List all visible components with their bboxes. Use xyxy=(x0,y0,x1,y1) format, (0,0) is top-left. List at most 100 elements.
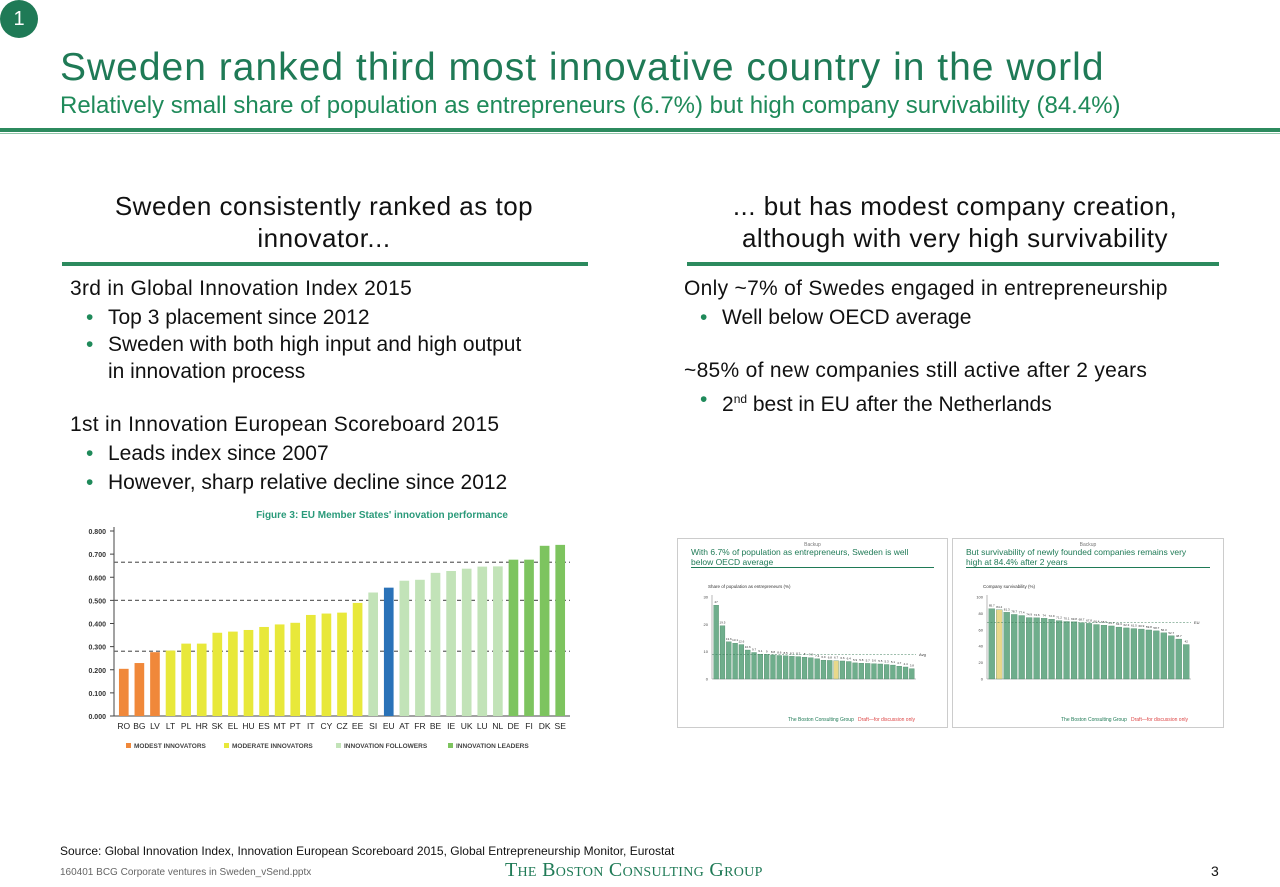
x-tick-label: IE xyxy=(447,721,455,731)
x-tick-label: BG xyxy=(133,721,145,731)
mini-data-label: 62.3 xyxy=(1123,623,1129,627)
bar-ES xyxy=(259,626,269,716)
survivability-bar-chart: Company survivability (%) 0 20 40 60 80 100 85.… xyxy=(976,584,1199,682)
mini-data-label: 48.7 xyxy=(1176,634,1182,638)
bullet-icon: • xyxy=(86,471,94,494)
mini-reference-label: Avg xyxy=(919,652,926,657)
list-item: • Leads index since 2007 xyxy=(86,442,329,465)
mini-y-label: Company survivability (%) xyxy=(983,584,1036,589)
list-item: • However, sharp relative decline since 2… xyxy=(86,471,508,494)
backup-tag: Backup xyxy=(804,542,821,548)
mini-data-label: 5.7 xyxy=(866,658,871,662)
x-tick-label: LU xyxy=(477,721,488,731)
mini-y-tick-label: 40 xyxy=(979,644,984,649)
mini-data-label: 42 xyxy=(1185,640,1189,644)
list-item: • Top 3 placement since 2012 xyxy=(86,306,370,329)
mini-data-label: 6.4 xyxy=(847,657,852,661)
mini-data-label: 60.9 xyxy=(1138,624,1144,628)
entrepreneurs-mini-slide: Backup With 6.7% of population as entrep… xyxy=(677,538,948,728)
x-tick-label: LT xyxy=(166,721,175,731)
y-tick-label: 0.500 xyxy=(88,598,106,605)
mini-bar xyxy=(890,664,896,680)
mini-data-label: 7.8 xyxy=(809,653,814,657)
legend-label: MODERATE INNOVATORS xyxy=(232,743,313,750)
mini-bar xyxy=(713,605,719,680)
page-number: 3 xyxy=(1211,863,1219,879)
legend-label: INNOVATION LEADERS xyxy=(456,743,529,750)
bar-SE xyxy=(555,544,566,716)
mini-bar xyxy=(883,664,890,680)
right-heading-rule xyxy=(687,262,1219,266)
bar-IE xyxy=(446,571,456,716)
mini-data-label: 61.5 xyxy=(1131,624,1137,628)
right-text-block: Only ~7% of Swedes engaged in entreprene… xyxy=(684,277,1264,418)
bullet-icon: • xyxy=(700,388,708,411)
page-subtitle: Relatively small share of population as … xyxy=(60,92,1121,119)
legend-label: INNOVATION FOLLOWERS xyxy=(344,743,428,750)
mini-data-label: 5.5 xyxy=(878,659,883,663)
bar-IT xyxy=(305,614,316,716)
left-heading-line2: innovator... xyxy=(257,223,391,253)
mini-y-tick-label: 100 xyxy=(976,595,983,600)
mini-data-label: 78.7 xyxy=(1011,609,1017,613)
backup-tag: Backup xyxy=(1079,542,1097,548)
mini-bar xyxy=(764,654,770,680)
mini-bar xyxy=(782,655,789,680)
mini-data-label: 8.5 xyxy=(784,651,789,655)
mini-bar xyxy=(1063,621,1070,680)
mini-bar xyxy=(795,656,801,680)
mini-bar xyxy=(1003,612,1010,680)
bar-DE xyxy=(508,559,519,716)
bar-BG xyxy=(134,663,145,716)
x-tick-label: CZ xyxy=(336,721,347,731)
mini-data-label: 71.2 xyxy=(1056,616,1062,620)
mini-y-tick-label: 20 xyxy=(704,622,709,627)
mini-data-label: 3.8 xyxy=(910,664,915,668)
mini-footer-draft: Draft—for discussion only xyxy=(1131,717,1188,723)
x-tick-label: RO xyxy=(117,721,130,731)
mini-data-label: 13.6 xyxy=(726,637,732,641)
mini-bar xyxy=(1033,617,1040,680)
ies-rank-title: 1st in Innovation European Scoreboard 20… xyxy=(70,413,500,436)
mini-data-label: 77.4 xyxy=(1019,611,1025,615)
mini-data-label: 5.8 xyxy=(859,658,864,662)
bar-HU xyxy=(243,629,254,716)
bar-LT xyxy=(165,650,176,716)
mini-y-tick-label: 10 xyxy=(704,649,709,654)
mini-y-tick-label: 20 xyxy=(979,660,984,665)
mini-bar xyxy=(719,625,726,680)
mini-bar xyxy=(1078,622,1085,680)
bar-UK xyxy=(461,568,472,716)
x-tick-label: SK xyxy=(212,721,224,731)
bar-LU xyxy=(477,566,488,716)
title-divider xyxy=(0,128,1280,132)
mini-data-label: 6.9 xyxy=(821,655,826,659)
mini-y-tick-label: 0 xyxy=(981,677,984,682)
mini-data-label: 5.1 xyxy=(891,660,896,664)
mini-footer-bcg: The Boston Consulting Group xyxy=(788,717,854,723)
mini-bar xyxy=(1108,625,1115,680)
mini-bar xyxy=(751,652,757,680)
y-tick-label: 0.600 xyxy=(88,575,106,582)
x-tick-label: IT xyxy=(307,721,315,731)
mini-bar xyxy=(1153,630,1160,680)
x-tick-label: UK xyxy=(461,721,473,731)
mini-bar xyxy=(789,656,795,680)
mini-y-tick-label: 30 xyxy=(704,595,709,600)
bcg-logo: The Boston Consulting Group xyxy=(505,859,763,881)
x-tick-label: MT xyxy=(274,721,286,731)
x-tick-label: ES xyxy=(258,721,270,731)
mini-data-label: 8 xyxy=(804,652,806,656)
left-column-heading: Sweden consistently ranked as top innova… xyxy=(60,190,588,254)
mini-bar xyxy=(738,644,745,680)
mini-bar xyxy=(909,668,915,680)
mini-data-label: 9.1 xyxy=(758,649,763,653)
mini-data-label: 66.4 xyxy=(1094,620,1100,624)
eu-innovation-chart: Figure 3: EU Member States' innovation p… xyxy=(88,510,570,750)
mini-bar xyxy=(833,660,839,680)
mini-data-label: 59.8 xyxy=(1146,625,1152,629)
mini-bar xyxy=(988,608,995,680)
list-item: • Sweden with both high input and high ou… xyxy=(86,333,522,356)
mini-bar xyxy=(1183,644,1190,680)
legend-swatch xyxy=(126,743,131,748)
